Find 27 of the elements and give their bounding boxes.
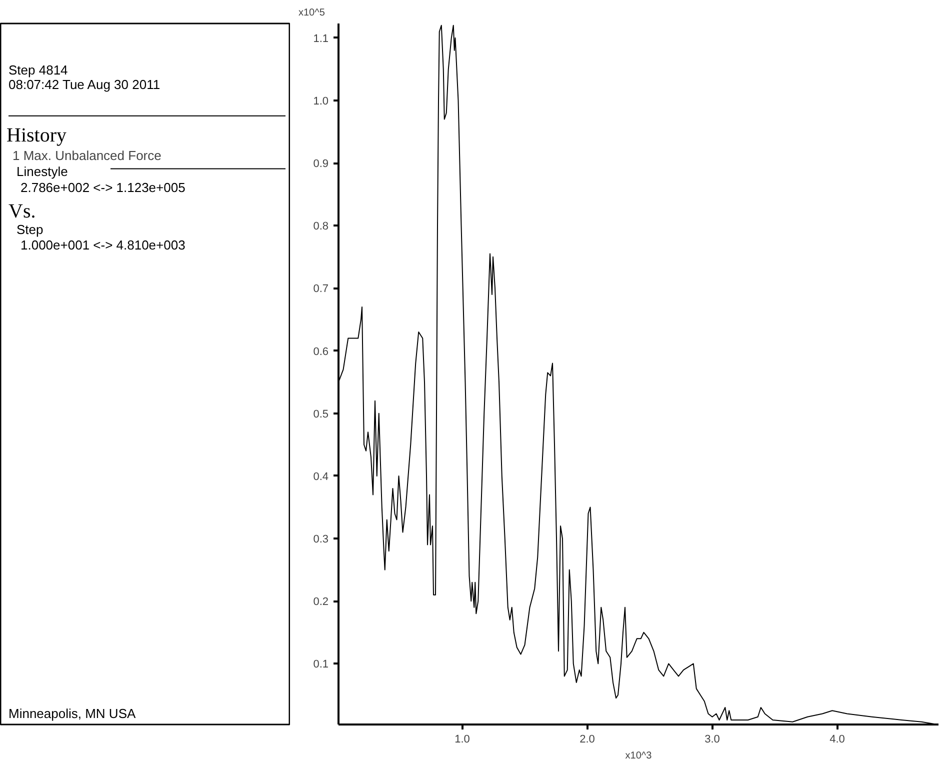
x-tick-label: 2.0 [580,734,595,746]
text: 1 Max. Unbalanced Force [12,148,162,163]
x-tick-label: 3.0 [704,734,720,746]
text: History [6,124,66,147]
y-tick-label: 0.1 [313,658,329,671]
y-tick-label: 0.5 [313,408,329,420]
text: 08:07:42 Tue Aug 30 2011 [8,76,160,92]
x-axis-title: x10^3 [625,750,652,762]
y-tick-label: 1.0 [313,95,329,108]
y-tick-label: 0.9 [313,158,329,170]
text: 2.786e+002 <-> 1.123e+005 [20,180,186,196]
text: Minneapolis, MN USA [8,706,136,722]
text: Vs. [8,200,36,223]
x-tick-label: 4.0 [830,734,845,746]
text: Linestyle [16,164,68,179]
text: Step [16,222,44,238]
y-tick-label: 1.1 [313,32,329,45]
y-tick-label: 0.2 [313,596,329,608]
y-tick-label: 0.7 [313,283,329,296]
y-tick-label: 0.8 [313,220,329,233]
y-tick-label: 0.3 [313,534,329,546]
y-tick-label: 0.4 [313,470,329,483]
y-tick-label: 0.6 [313,346,329,358]
text: 1.000e+001 <-> 4.810e+003 [20,237,186,252]
text: Step 4814 [8,62,68,78]
x-tick-label: 1.0 [454,734,470,746]
y-axis-title: x10^5 [298,8,326,18]
